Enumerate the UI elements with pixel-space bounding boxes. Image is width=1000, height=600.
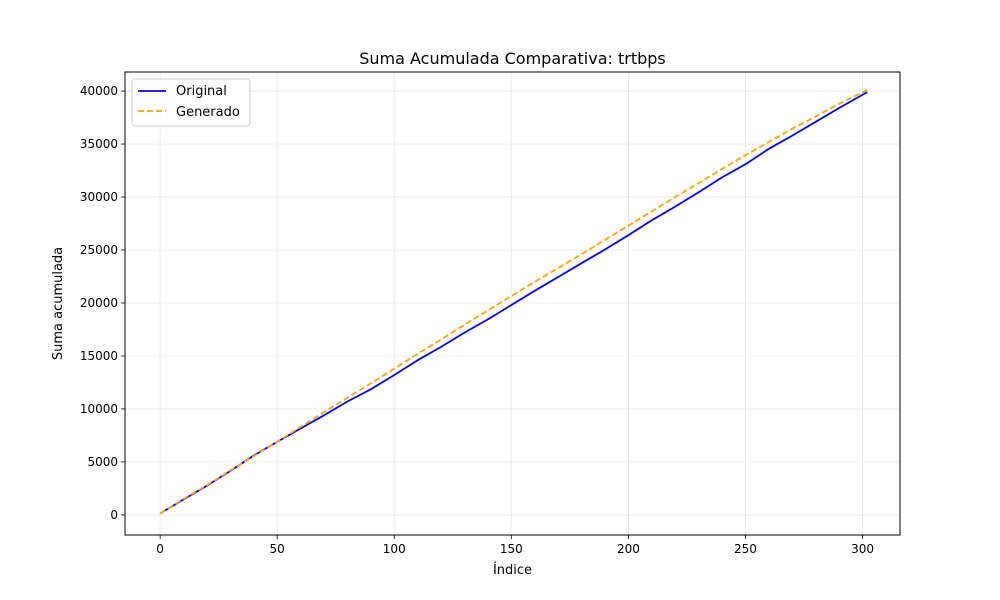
chart-title: Suma Acumulada Comparativa: trtbps xyxy=(359,49,666,68)
x-tick-label: 300 xyxy=(851,542,874,556)
x-tick-label: 250 xyxy=(734,542,757,556)
y-tick-label: 20000 xyxy=(80,296,118,310)
axis-ticks: 0 50 100 150 200 250 300 0 5000 10000 15000 20000 25… xyxy=(80,84,874,556)
y-tick-label: 10000 xyxy=(80,402,118,416)
series-lines xyxy=(159,89,868,515)
grid xyxy=(125,72,900,535)
y-tick-label: 35000 xyxy=(80,137,118,151)
series-line-generado xyxy=(159,89,868,515)
legend-label-generado: Generado xyxy=(176,105,240,120)
x-tick-label: 200 xyxy=(617,542,640,556)
x-tick-label: 0 xyxy=(156,542,164,556)
y-tick-label: 30000 xyxy=(80,190,118,204)
x-tick-label: 150 xyxy=(500,542,523,556)
y-tick-label: 5000 xyxy=(87,455,118,469)
x-tick-label: 50 xyxy=(270,542,285,556)
plot-frame xyxy=(124,71,901,536)
y-tick-label: 40000 xyxy=(80,84,118,98)
y-tick-label: 25000 xyxy=(80,243,118,257)
y-axis-title: Suma acumulada xyxy=(51,247,66,360)
legend-label-original: Original xyxy=(176,84,227,99)
legend: Original Generado xyxy=(131,78,251,127)
x-axis-title: Índice xyxy=(493,562,532,578)
x-tick-label: 100 xyxy=(383,542,406,556)
y-tick-label: 15000 xyxy=(80,349,118,363)
y-tick-label: 0 xyxy=(110,508,118,522)
